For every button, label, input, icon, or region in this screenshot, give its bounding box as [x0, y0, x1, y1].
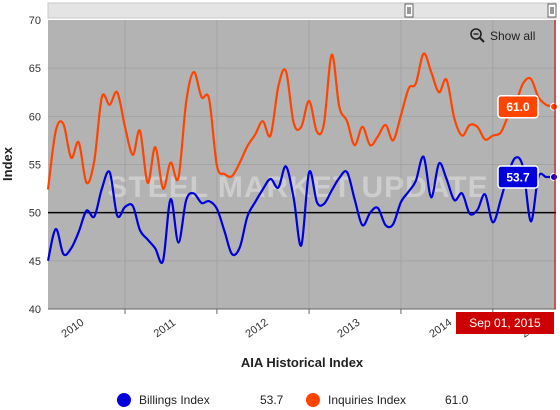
cursor-date-label: Sep 01, 2015: [469, 316, 541, 330]
y-tick-label: 70: [29, 15, 41, 27]
x-tick-label: 2013: [335, 317, 362, 341]
x-tick-label: 2012: [244, 317, 271, 341]
x-tick-label: 2010: [59, 317, 86, 341]
y-axis-title: Index: [0, 146, 15, 181]
series-endpoint-inquiries: [550, 102, 558, 111]
legend-marker-inquiries: [306, 393, 320, 407]
x-tick-label: 2014: [427, 317, 454, 341]
legend: Billings Index 53.7 Inquiries Index 61.0: [117, 393, 469, 407]
legend-item-inquiries[interactable]: Inquiries Index 61.0: [306, 393, 469, 407]
value-tag-label-inquiries: 61.0: [506, 100, 530, 114]
legend-marker-billings: [117, 393, 131, 407]
series-line-inquiries: [46, 52, 555, 190]
value-tags: 53.7 61.0: [497, 94, 539, 189]
y-tick-label: 55: [29, 160, 41, 172]
show-all-button[interactable]: Show all: [470, 28, 535, 43]
cursor-date-badge: Sep 01, 2015: [456, 312, 554, 334]
value-tag-label-billings: 53.7: [506, 171, 530, 185]
y-tick-label: 65: [29, 63, 41, 75]
legend-label-inquiries: Inquiries Index: [328, 393, 406, 407]
legend-label-billings: Billings Index: [139, 393, 210, 407]
navigator-handle-left[interactable]: [404, 3, 414, 18]
y-tick-label: 60: [29, 111, 41, 123]
show-all-label: Show all: [490, 29, 535, 43]
legend-value-billings: 53.7: [260, 393, 284, 407]
y-tick-label: 50: [29, 208, 41, 220]
y-tick-label: 45: [29, 256, 41, 268]
x-axis-title: AIA Historical Index: [241, 355, 364, 370]
navigator-handle-right[interactable]: [547, 3, 557, 18]
value-tag-inquiries: 61.0: [497, 94, 539, 119]
legend-value-inquiries: 61.0: [445, 393, 469, 407]
zoom-out-icon: [470, 28, 482, 40]
value-tag-billings: 53.7: [497, 165, 539, 189]
series-line-billings: [46, 155, 554, 264]
legend-item-billings[interactable]: Billings Index 53.7: [117, 393, 284, 407]
range-navigator[interactable]: [47, 2, 557, 19]
y-tick-label: 40: [29, 304, 41, 316]
series-endpoint-billings: [550, 173, 558, 182]
series-layer: [46, 52, 558, 264]
x-tick-label: 2011: [152, 317, 178, 340]
y-axis-ticks: 40 45 50 55 60 65 70: [29, 15, 41, 316]
